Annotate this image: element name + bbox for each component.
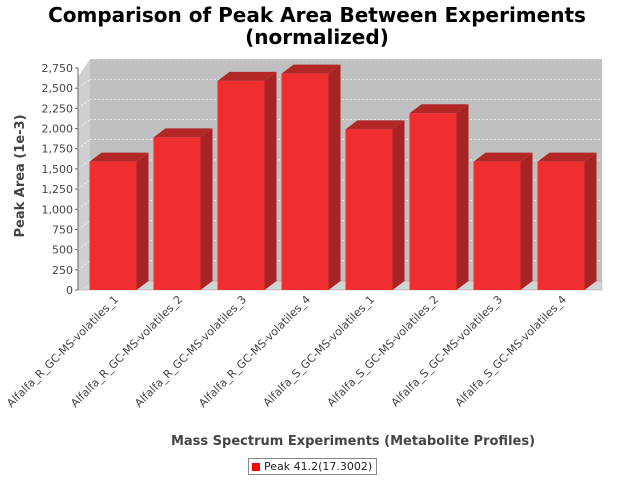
y-tick-label: 2,250 xyxy=(42,102,74,115)
bar xyxy=(217,71,277,290)
y-tick-label: 1,500 xyxy=(42,163,74,176)
legend-label: Peak 41.2(17.3002) xyxy=(264,460,373,473)
bar-top xyxy=(217,71,277,81)
chart-title-line1: Comparison of Peak Area Between Experime… xyxy=(48,3,586,27)
bar-side xyxy=(136,152,149,290)
bar-top xyxy=(281,64,341,74)
bar xyxy=(409,104,469,290)
gridline-depth xyxy=(77,139,91,149)
x-tick-label: Alfalfa_S_GC-MS-volatiles_4 xyxy=(453,293,569,409)
plot-left-wall xyxy=(78,59,90,290)
y-tick-label: 0 xyxy=(66,284,73,297)
y-tick-label: 1,000 xyxy=(42,203,74,216)
bar-top xyxy=(345,120,405,130)
legend: Peak 41.2(17.3002) xyxy=(248,458,378,475)
bar-front xyxy=(473,161,521,290)
bar-side xyxy=(200,128,213,290)
bar xyxy=(473,152,533,290)
bar-top xyxy=(153,128,213,138)
gridline-depth xyxy=(77,119,91,129)
bar-group xyxy=(89,64,597,291)
bar-front xyxy=(409,113,457,290)
y-tick-label: 500 xyxy=(52,244,73,257)
y-axis-ticks: 0 250 500 750 1,000 1,250 1,500 1,750 2,000 2,250… xyxy=(42,62,79,297)
x-tick-label: Alfalfa_R_GC-MS-volatiles_2 xyxy=(68,293,185,410)
gridline-depth xyxy=(77,179,91,190)
y-tick-label: 2,750 xyxy=(42,62,74,75)
y-tick-label: 250 xyxy=(52,264,73,277)
x-tick-label: Alfalfa_S_GC-MS-volatiles_2 xyxy=(325,293,441,409)
bar-side xyxy=(392,120,405,291)
bar-front xyxy=(89,161,137,290)
x-tick-label: Alfalfa_R_GC-MS-volatiles_1 xyxy=(4,293,121,410)
y-tick-label: 1,750 xyxy=(42,143,74,156)
bar-front xyxy=(345,129,393,290)
bar-front xyxy=(281,73,329,290)
bar-side xyxy=(584,152,597,290)
gridline-depth xyxy=(77,200,91,210)
bar-side xyxy=(264,71,277,290)
y-tick-label: 2,000 xyxy=(42,123,74,136)
chart-title-line2: (normalized) xyxy=(245,25,389,49)
bar xyxy=(89,152,149,290)
gridline-depth xyxy=(77,58,91,69)
bar xyxy=(537,152,597,290)
y-tick-label: 2,500 xyxy=(42,82,74,95)
gridline-depth xyxy=(77,99,91,109)
x-axis-label: Mass Spectrum Experiments (Metabolite Pr… xyxy=(171,434,535,449)
x-tick-label: Alfalfa_R_GC-MS-volatiles_4 xyxy=(196,293,313,410)
bar-top xyxy=(537,152,597,162)
bar-front xyxy=(153,137,201,290)
x-tick-label: Alfalfa_S_GC-MS-volatiles_3 xyxy=(389,293,505,409)
bar-side xyxy=(328,64,341,290)
bar-top xyxy=(473,152,533,162)
bar-front xyxy=(217,80,265,290)
bar-side xyxy=(520,152,533,290)
gridline-depth xyxy=(77,240,91,250)
y-axis-label: Peak Area (1e-3) xyxy=(13,114,28,237)
bar-top xyxy=(409,104,469,114)
y-tick-label: 750 xyxy=(52,223,73,236)
bar-front xyxy=(537,161,585,290)
gridline-depth xyxy=(77,78,91,89)
bar xyxy=(153,128,213,290)
bar xyxy=(345,120,405,291)
legend-swatch xyxy=(252,462,260,471)
y-tick-label: 1,250 xyxy=(42,183,74,196)
bar-side xyxy=(456,104,469,290)
x-tick-label: Alfalfa_S_GC-MS-volatiles_1 xyxy=(261,293,377,409)
bar xyxy=(281,64,341,290)
gridline-depth xyxy=(77,260,91,271)
bar-top xyxy=(89,152,149,162)
gridline-depth xyxy=(77,159,91,170)
x-tick-label: Alfalfa_R_GC-MS-volatiles_3 xyxy=(132,293,249,410)
x-axis-ticks: Alfalfa_R_GC-MS-volatiles_1Alfalfa_R_GC-… xyxy=(4,293,569,410)
gridline-depth xyxy=(77,220,91,230)
